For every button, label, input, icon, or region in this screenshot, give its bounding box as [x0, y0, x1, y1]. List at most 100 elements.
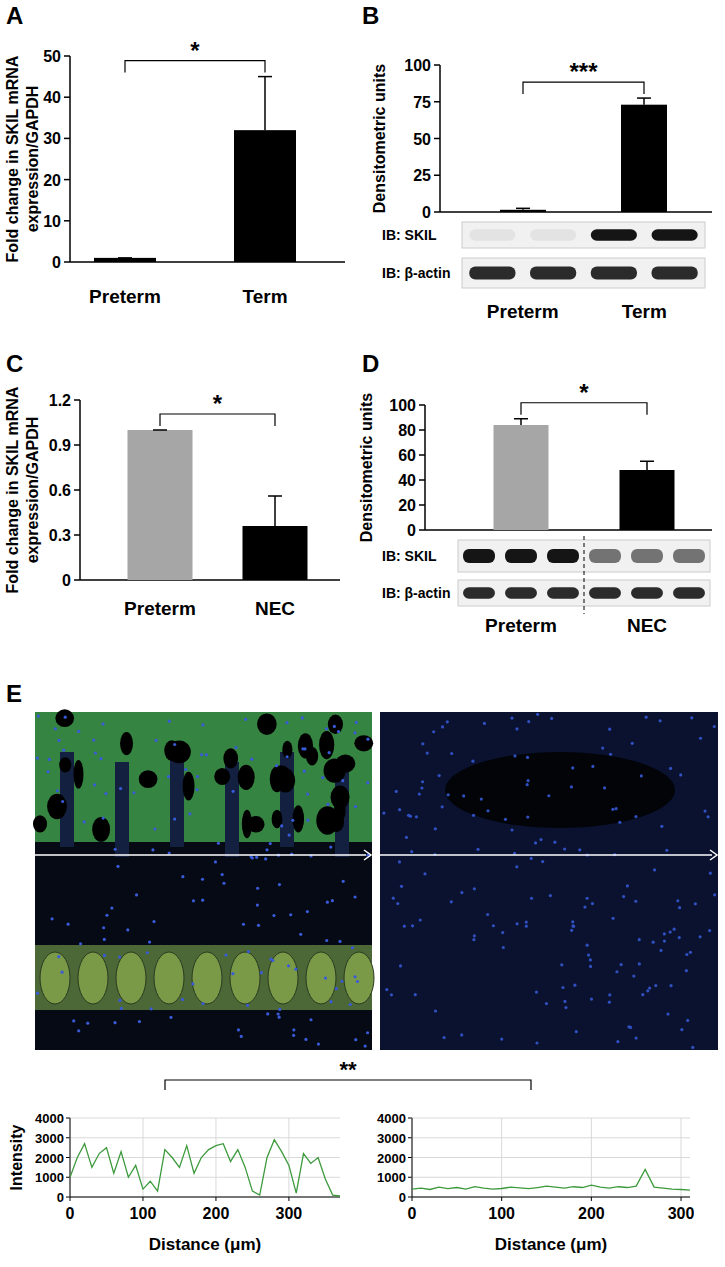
nucleus [242, 923, 245, 926]
error-bar [643, 98, 645, 105]
nucleus [441, 725, 444, 728]
nucleus [589, 965, 592, 968]
nucleus [653, 868, 656, 871]
grid-line [215, 1118, 216, 1197]
goblet [120, 732, 133, 755]
blot-band [530, 266, 576, 279]
x-axis [412, 1197, 690, 1198]
nucleus [306, 792, 309, 795]
nucleus [173, 743, 176, 746]
nucleus [201, 1002, 204, 1005]
nucleus [703, 809, 706, 812]
nucleus [354, 805, 357, 808]
nucleus [694, 902, 697, 905]
nucleus [256, 887, 259, 890]
nucleus [184, 768, 187, 771]
significance: * [190, 37, 200, 64]
nucleus [622, 895, 625, 898]
nucleus [36, 992, 39, 995]
nucleus [526, 783, 529, 786]
nucleus [534, 841, 537, 844]
nucleus [340, 980, 343, 983]
goblet [183, 772, 195, 801]
y-tick-label: 0.6 [49, 482, 71, 499]
nucleus [292, 1034, 295, 1037]
nucleus [713, 893, 716, 896]
significance: *** [569, 58, 598, 85]
nucleus [201, 723, 204, 726]
nucleus [608, 728, 611, 731]
nucleus [516, 922, 519, 925]
muscle [35, 945, 372, 1010]
nucleus [510, 717, 513, 720]
y-tick-label: 1000 [377, 1170, 406, 1185]
blot-band [469, 266, 515, 279]
nucleus [472, 814, 475, 817]
nucleus [303, 770, 306, 773]
nucleus [196, 775, 199, 778]
nucleus [410, 850, 413, 853]
goblet [33, 815, 47, 832]
y-tick [408, 1177, 412, 1178]
nucleus [450, 900, 453, 903]
nucleus [329, 845, 332, 848]
nucleus [535, 990, 538, 993]
nucleus [103, 938, 106, 941]
nucleus [168, 851, 171, 854]
y-tick [74, 579, 80, 581]
blot-label: IB: SKIL [382, 548, 437, 564]
nucleus [398, 860, 401, 863]
nucleus [83, 820, 86, 823]
nucleus [153, 828, 156, 831]
nucleus [660, 825, 663, 828]
grid-line [70, 1118, 340, 1119]
nucleus [264, 857, 267, 860]
nucleus [685, 969, 688, 972]
muscle-cell [116, 952, 146, 1004]
nucleus [618, 821, 621, 824]
nucleus [337, 730, 340, 733]
x-axis [440, 211, 712, 213]
nucleus [399, 964, 402, 967]
nucleus [686, 1019, 689, 1022]
goblet [335, 755, 355, 773]
nucleus [325, 727, 328, 730]
nucleus [578, 848, 581, 851]
blot-band [589, 587, 621, 598]
y-tick [64, 179, 70, 181]
y-tick [74, 489, 80, 491]
nucleus [699, 935, 702, 938]
nucleus [536, 713, 539, 716]
nucleus [355, 721, 358, 724]
y-tick-label: 50 [413, 131, 431, 148]
nucleus [60, 971, 63, 974]
nucleus [285, 721, 288, 724]
nucleus [638, 962, 641, 965]
nucleus [275, 764, 278, 767]
nucleus [486, 913, 489, 916]
significance: * [213, 390, 223, 417]
bar [243, 526, 308, 580]
nucleus [278, 1008, 281, 1011]
nucleus [151, 848, 154, 851]
blot-band [547, 549, 579, 563]
goblet [354, 735, 373, 751]
goblet [223, 748, 238, 768]
nucleus [571, 766, 574, 769]
y-axis-label: Densitometric units [358, 393, 375, 542]
category-label: Preterm [124, 598, 196, 619]
y-tick [66, 1197, 70, 1198]
nucleus [77, 730, 80, 733]
blot-label: IB: β-actin [382, 585, 450, 601]
nucleus [564, 1006, 567, 1009]
y-tick [434, 101, 440, 103]
nucleus [689, 951, 692, 954]
blot-label: IB: SKIL [382, 227, 437, 243]
nucleus [351, 946, 354, 949]
nucleus [102, 926, 105, 929]
nucleus [561, 986, 564, 989]
significance: * [579, 379, 589, 406]
nucleus [326, 803, 329, 806]
goblet [293, 805, 305, 832]
nucleus [441, 805, 444, 808]
